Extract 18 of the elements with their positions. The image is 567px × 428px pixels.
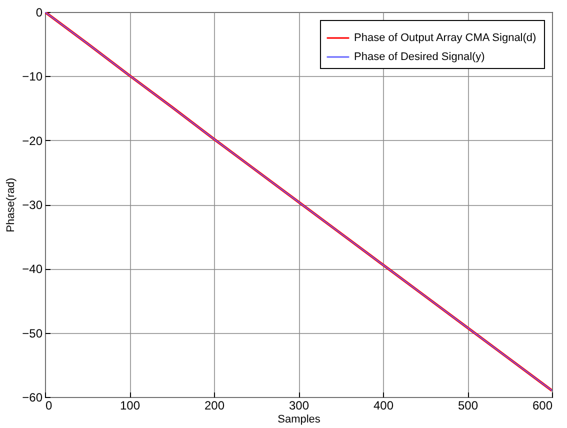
x-axis-title: Samples: [278, 414, 321, 426]
x-tick-label: 200: [204, 398, 225, 412]
y-tick-label: −10: [22, 70, 43, 84]
x-tick-label: 400: [373, 398, 394, 412]
x-tick-label: 500: [458, 398, 478, 412]
y-tick-label: −60: [22, 390, 43, 404]
y-tick-label: −20: [22, 134, 43, 148]
y-axis-title: Phase(rad): [5, 178, 18, 232]
legend-label: Phase of Output Array CMA Signal(d): [354, 32, 536, 44]
x-tick-label: 300: [288, 398, 310, 412]
y-tick-label: −40: [22, 262, 43, 276]
x-tick-label: 600: [532, 398, 553, 412]
y-tick-label: −30: [22, 198, 43, 212]
y-tick-label: −50: [22, 326, 43, 340]
x-tick-label: 100: [120, 398, 140, 412]
x-tick-label: 0: [46, 398, 52, 412]
legend-label: Phase of Desired Signal(y): [354, 51, 485, 63]
y-tick-label: 0: [36, 6, 43, 20]
